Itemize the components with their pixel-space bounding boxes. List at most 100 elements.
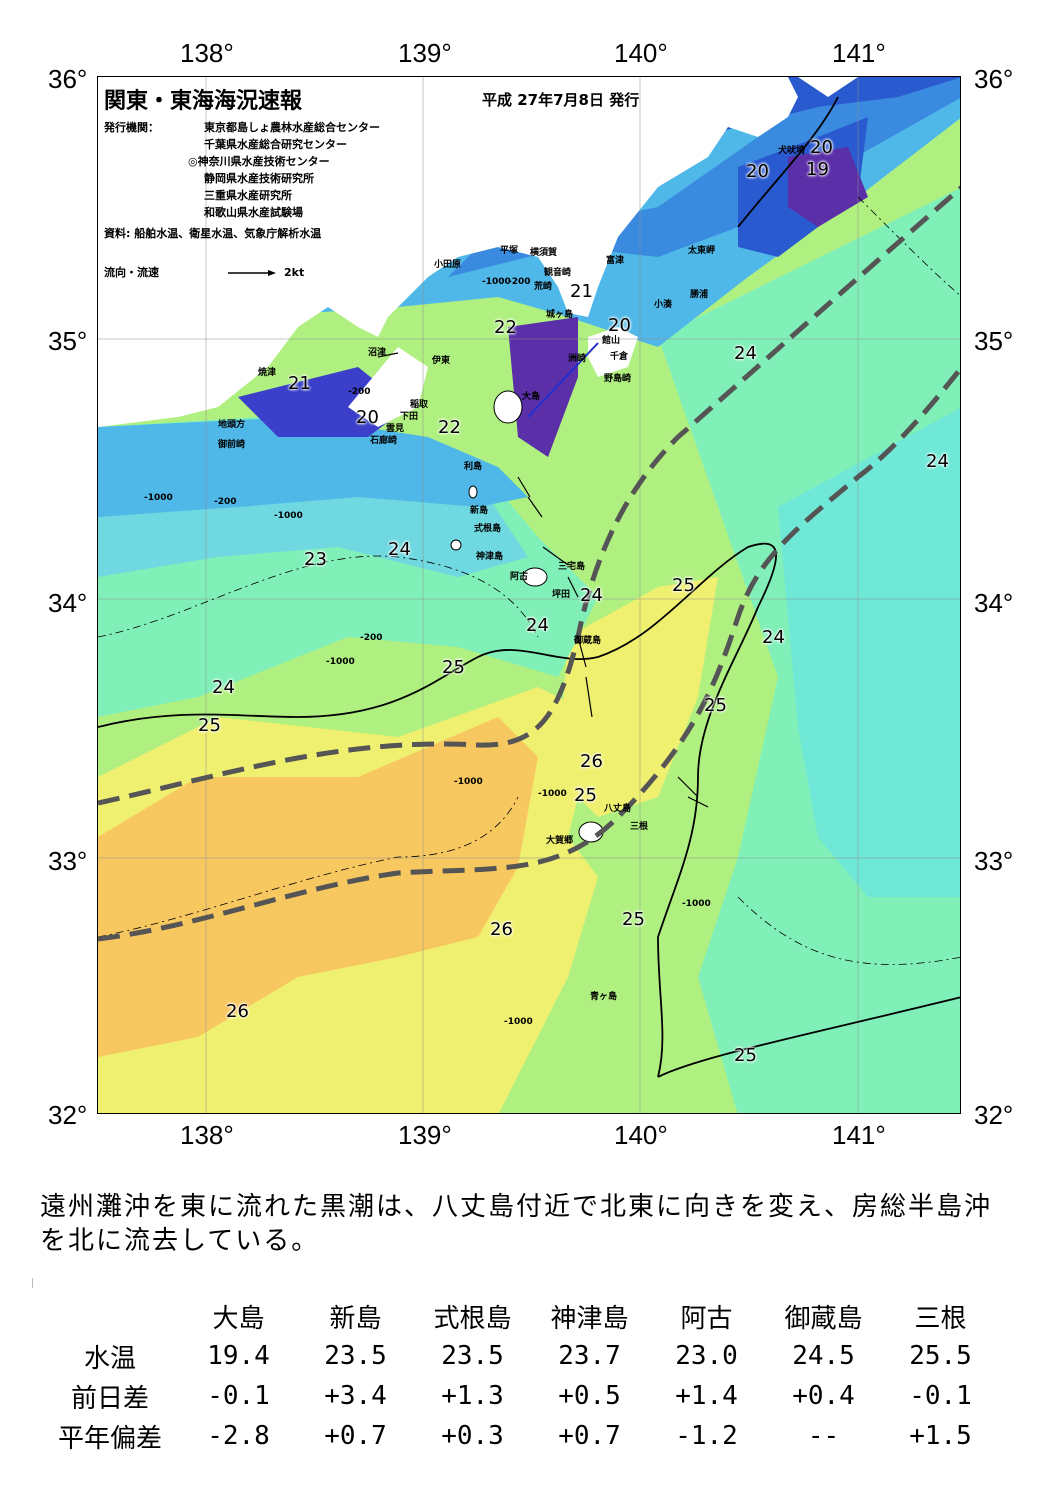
lat-label-right-35: 35° [974, 326, 1014, 356]
table-cell: -0.1 [207, 1381, 270, 1411]
map-title: 関東・東海海況速報 [104, 89, 303, 114]
sst-19-sagami [508, 317, 578, 457]
isotherm-label: 20 [608, 315, 631, 336]
publisher-3: 静岡県水産技術研究所 [204, 172, 314, 185]
island-miyake [522, 567, 548, 587]
table-cell: +0.3 [441, 1421, 504, 1451]
place-ako: 阿古 [510, 572, 529, 582]
lat-label-right-32: 32° [974, 1100, 1014, 1130]
depth-label: -1000 [682, 899, 711, 909]
place-hachijojima: 八丈島 [604, 804, 632, 814]
sea-temperature-map: 関東・東海海況速報 平成 27年7月8日 発行 発行機関： 東京都島しょ農林水産… [97, 76, 961, 1114]
isotherm-label: 24 [526, 615, 549, 636]
isotherm-label: 24 [212, 677, 235, 698]
isotherm-label: 20 [746, 161, 769, 182]
lon-label-top-141: 141° [832, 38, 886, 68]
place-kannonzaki: 観音崎 [544, 268, 572, 278]
data-source: 資料: 船舶水温、衛星水温、気象庁解析水温 [104, 227, 322, 240]
place-mikurajima: 御蔵島 [574, 636, 602, 646]
table-cell: 24.5 [792, 1341, 855, 1371]
station-mitsune: 三根 [914, 1303, 967, 1334]
kuroshio-axis [98, 185, 960, 942]
land-izu [348, 347, 428, 427]
row-label-water-temp: 水温 [83, 1343, 136, 1374]
place-odawara: 小田原 [434, 260, 462, 270]
table-cell: +0.7 [324, 1421, 387, 1451]
isotherm-label: 24 [734, 343, 757, 364]
land-boso-tip [588, 327, 638, 377]
table-cell: +1.3 [441, 1381, 504, 1411]
lat-label-left-34: 34° [48, 588, 88, 618]
place-arasaki: 荒崎 [534, 282, 553, 292]
table-cell: 25.5 [909, 1341, 972, 1371]
station-niijima: 新島 [329, 1303, 382, 1334]
isotherm-label: 25 [622, 909, 645, 930]
publisher-label: 発行機関： [104, 121, 159, 134]
place-yaizu: 焼津 [258, 368, 277, 378]
depth-label: -1000 [538, 789, 567, 799]
table-cell: +0.7 [558, 1421, 621, 1451]
place-inubozaki: 犬吠埼 [778, 146, 806, 156]
table-cell: +1.5 [909, 1421, 972, 1451]
place-miyakejima: 三宅島 [558, 562, 586, 572]
isotherm-label: 20 [356, 407, 379, 428]
isotherm-label: 19 [806, 159, 829, 180]
station-kozushima: 神津島 [550, 1303, 629, 1334]
station-shikinejima: 式根島 [433, 1303, 512, 1334]
row-label-anomaly: 平年偏差 [57, 1423, 162, 1454]
place-futtsu: 富津 [606, 256, 625, 266]
place-kumomi: 雲見 [386, 424, 405, 434]
depth-label: -1000 [454, 777, 483, 787]
place-okago: 大賀郷 [546, 836, 574, 846]
table-cell: 23.7 [558, 1341, 621, 1371]
table-cell: 23.5 [441, 1341, 504, 1371]
land-honshu [98, 77, 798, 427]
place-kozushima: 神津島 [476, 552, 504, 562]
depth-label: -200 [214, 497, 237, 507]
place-nojimazaki: 野島崎 [604, 374, 632, 384]
place-jogashima: 城ヶ島 [546, 310, 574, 320]
isotherm-label: 20 [810, 137, 833, 158]
depth-label: -200 [508, 277, 531, 287]
depth-label: -200 [348, 387, 371, 397]
table-row: 前日差 -0.1 +3.4 +1.3 +0.5 +1.4 +0.4 -0.1 [40, 1376, 999, 1416]
sst-21-suruga [238, 367, 408, 437]
place-inatori: 稲取 [410, 400, 429, 410]
place-oshima: 大島 [522, 392, 541, 402]
place-toshima: 利島 [464, 462, 483, 472]
station-mikurajima: 御蔵島 [784, 1303, 863, 1334]
lat-label-left-32: 32° [48, 1100, 88, 1130]
isotherm-label: 26 [580, 751, 603, 772]
lon-label-bottom-140: 140° [614, 1120, 668, 1150]
publisher-0: 東京都島しょ農林水産総合センター [204, 121, 380, 134]
sst-19-zone [788, 147, 868, 227]
place-sunosaki: 洲崎 [568, 354, 587, 364]
island-kozu [450, 539, 462, 551]
publisher-5: 和歌山県水産試験場 [204, 206, 303, 219]
isotherm-label: 24 [762, 627, 785, 648]
isotherm-label: 24 [926, 451, 949, 472]
isotherm-label: 25 [442, 657, 465, 678]
place-shikinejima: 式根島 [474, 524, 502, 534]
lat-label-right-34: 34° [974, 588, 1014, 618]
map-canvas [98, 77, 960, 1113]
depth-label: -1000 [504, 1017, 533, 1027]
situation-description: 遠州灘沖を東に流れた黒潮は、八丈島付近で北東に向きを変え、房総半島沖を北に流去し… [40, 1192, 993, 1256]
isotherm-label: 26 [226, 1001, 249, 1022]
publisher-2: ◎神奈川県水産技術センター [188, 155, 330, 168]
isotherm-label: 25 [574, 785, 597, 806]
sst-25b-central [558, 577, 718, 817]
place-hiratsuka: 平塚 [500, 246, 519, 256]
table-cell: -1.2 [675, 1421, 738, 1451]
current-vectors [377, 342, 709, 808]
publisher-1: 千葉県水産総合研究センター [204, 138, 347, 151]
place-niijima: 新島 [470, 506, 489, 516]
isotherm-label: 25 [734, 1045, 757, 1066]
station-ako: 阿古 [680, 1303, 733, 1334]
sst-24-east-core [778, 408, 960, 897]
table-cell: 23.5 [324, 1341, 387, 1371]
isotherm-label: 24 [580, 585, 603, 606]
place-aogashima: 青ヶ島 [590, 992, 618, 1002]
isotherm-label: 26 [490, 919, 513, 940]
graticule [98, 77, 960, 1113]
